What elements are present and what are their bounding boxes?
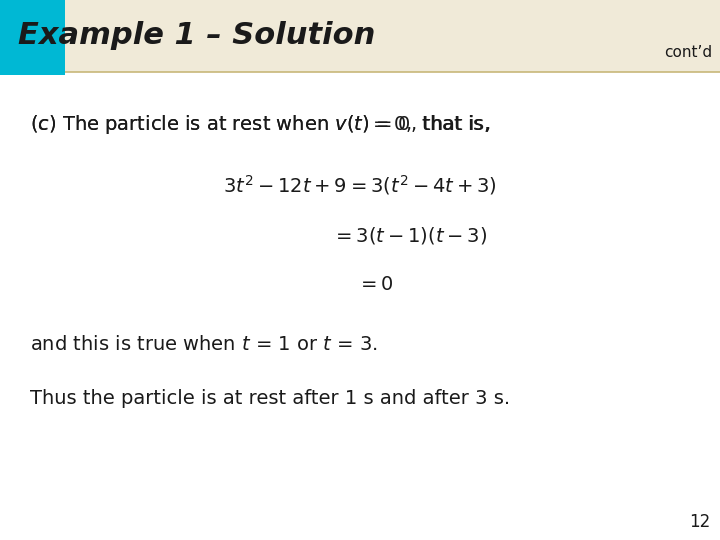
Text: $(c)$ The particle is at rest when $v(t) = 0,$ that is,: $(c)$ The particle is at rest when $v(t)…: [30, 113, 490, 137]
Text: $3t^2 - 12t + 9 = 3(t^2 - 4t + 3)$: $3t^2 - 12t + 9 = 3(t^2 - 4t + 3)$: [223, 173, 497, 197]
Bar: [0, 0, 720, 72]
Text: $= 0$: $= 0$: [356, 275, 393, 294]
Text: Thus the particle is at rest after 1 s and after 3 s.: Thus the particle is at rest after 1 s a…: [30, 388, 510, 408]
Text: (c) The particle is at rest when $v(t)$ = 0, that is,: (c) The particle is at rest when $v(t)$ …: [30, 113, 490, 137]
Text: $= 3(t - 1)(t - 3)$: $= 3(t - 1)(t - 3)$: [333, 225, 487, 246]
Text: 12: 12: [689, 513, 710, 531]
Bar: [0, 0, 65, 75]
Text: cont’d: cont’d: [664, 45, 712, 60]
Text: Example 1 – Solution: Example 1 – Solution: [18, 22, 375, 51]
Text: and this is true when $t$ = 1 or $t$ = 3.: and this is true when $t$ = 1 or $t$ = 3…: [30, 335, 377, 354]
